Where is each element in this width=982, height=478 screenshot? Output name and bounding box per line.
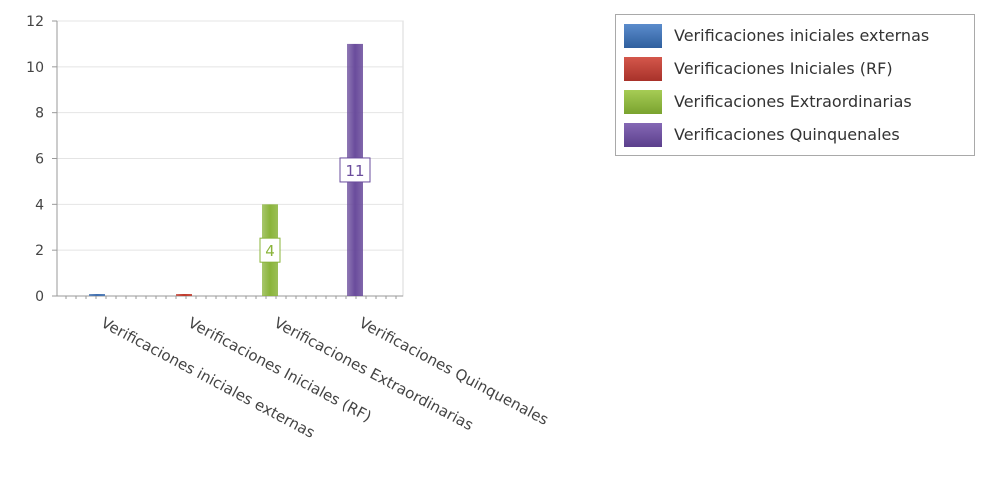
data-label-box [339, 157, 371, 183]
chart-legend: Verificaciones iniciales externas Verifi… [615, 14, 975, 156]
legend-label: Verificaciones Quinquenales [674, 125, 900, 144]
legend-item: Verificaciones Extraordinarias [624, 88, 974, 115]
y-tick-label: 0 [35, 289, 44, 305]
legend-item: Verificaciones Iniciales (RF) [624, 55, 974, 82]
bar [176, 294, 192, 296]
y-tick-label: 8 [35, 106, 44, 122]
data-label: 11 [345, 162, 364, 180]
legend-item: Verificaciones iniciales externas [624, 22, 974, 49]
y-tick-label: 12 [26, 14, 44, 30]
data-label: 4 [265, 242, 275, 260]
legend-item: Verificaciones Quinquenales [624, 121, 974, 148]
y-tick-label: 2 [35, 243, 44, 259]
legend-swatch [624, 89, 662, 114]
legend-label: Verificaciones Extraordinarias [674, 92, 912, 111]
data-label-box [259, 237, 281, 263]
legend-swatch [624, 56, 662, 81]
y-tick-label: 6 [35, 152, 44, 168]
legend-label: Verificaciones Iniciales (RF) [674, 59, 893, 78]
bar [89, 294, 105, 296]
legend-swatch [624, 23, 662, 48]
y-tick-label: 4 [35, 197, 44, 213]
legend-swatch [624, 122, 662, 147]
y-tick-label: 10 [26, 60, 44, 76]
legend-label: Verificaciones iniciales externas [674, 26, 930, 45]
